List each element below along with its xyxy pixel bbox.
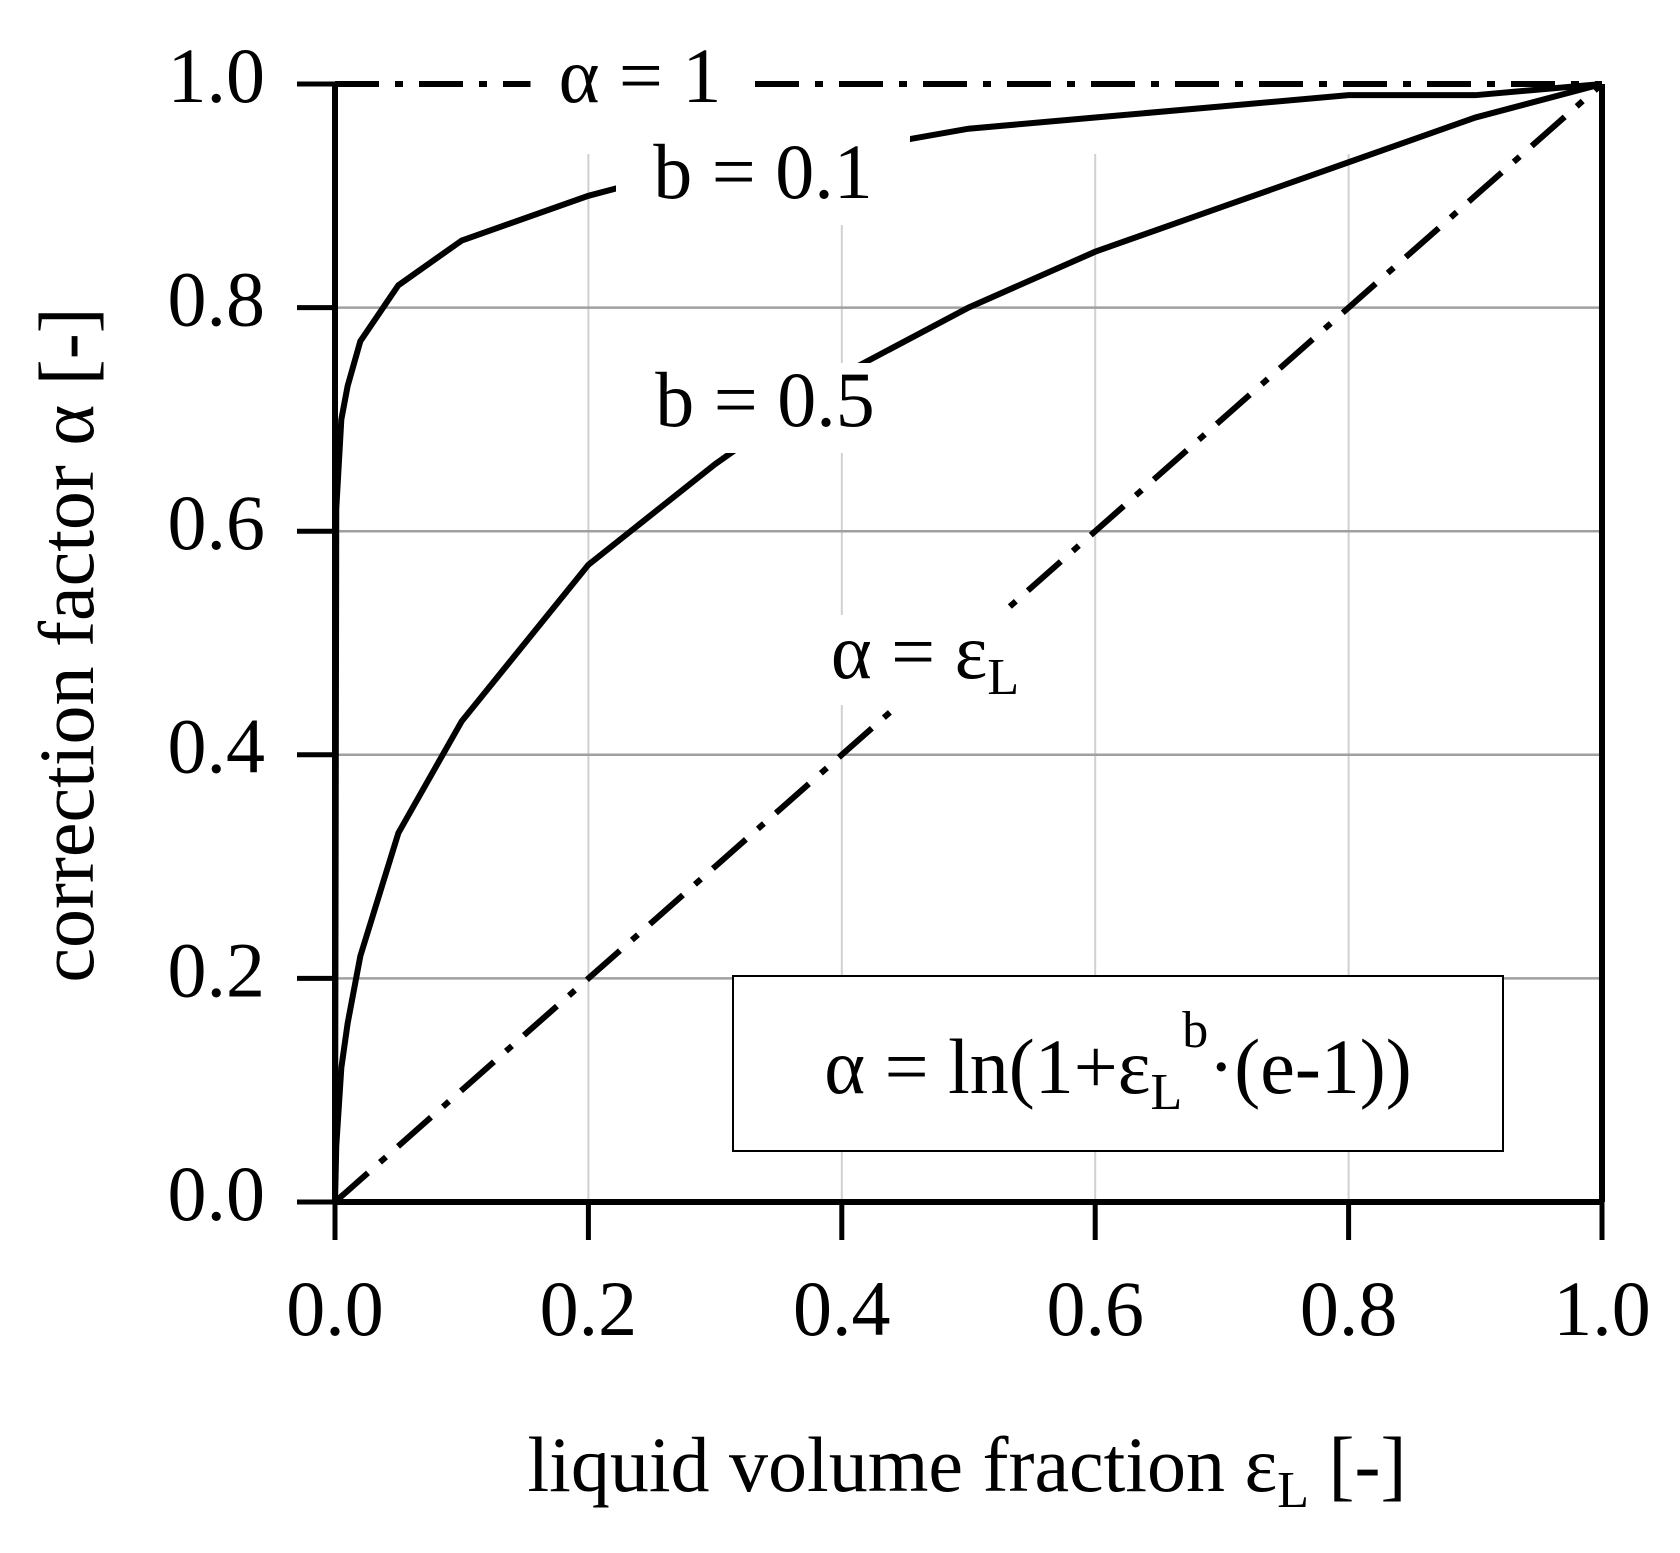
series-label-text: α = ε (831, 608, 988, 695)
x-tick-label: 0.6 (1046, 1265, 1144, 1352)
label-background (788, 615, 1062, 705)
series-label-text: b = 0.5 (655, 356, 875, 443)
x-tick-label: 0.2 (540, 1265, 638, 1352)
formula-lead: α = ln(1+ε (824, 1023, 1150, 1110)
formula: α = ln(1+εLb·(e-1)) (824, 1002, 1412, 1121)
y-tick-label: 1.0 (168, 32, 266, 119)
labels: α = 1b = 0.1b = 0.5α = εLα = ln(1+εLb·(e… (530, 32, 1504, 1152)
y-tick-label: 0.8 (168, 256, 266, 343)
label-background (530, 39, 750, 129)
series-label-text: α = 1 (559, 32, 722, 119)
x-axis-label-after: [-] (1309, 1421, 1406, 1508)
series-label: α = εL (831, 608, 1019, 706)
label-background (618, 363, 912, 453)
label-background (616, 135, 910, 225)
y-tick-label: 0.6 (168, 479, 266, 566)
y-tick-label: 0.4 (168, 703, 266, 790)
x-axis-label-sub: L (1277, 1462, 1309, 1519)
series-label: b = 0.1 (653, 128, 873, 215)
x-tick-label: 0.0 (286, 1265, 384, 1352)
x-axis-label: liquid volume fraction εL [-] (528, 1421, 1407, 1519)
series-label: b = 0.5 (655, 356, 875, 443)
y-tick-label: 0.2 (168, 926, 266, 1013)
axes: 0.0 0.2 0.4 0.6 0.8 1.0 0.0 0.2 0.4 0.6 0.8 1.0 corr… (23, 32, 1651, 1519)
formula-sup: b (1182, 1002, 1208, 1059)
y-axis-label: correction factor α [-] (23, 307, 110, 982)
formula-tail: ·(e-1)) (1208, 1023, 1412, 1110)
series-label: α = 1 (559, 32, 722, 119)
formula-box (732, 975, 1504, 1152)
formula-sub: L (1150, 1064, 1182, 1121)
series-line (333, 81, 1604, 1205)
x-axis-label-text: liquid volume fraction ε (528, 1421, 1278, 1508)
series-line (332, 81, 1603, 1203)
x-tick-label: 0.4 (793, 1265, 891, 1352)
y-tick-label: 0.0 (168, 1150, 266, 1237)
series-label-text: b = 0.1 (653, 128, 873, 215)
x-tick-label: 0.8 (1300, 1265, 1398, 1352)
series-label-sub: L (987, 649, 1019, 706)
x-tick-label: 1.0 (1553, 1265, 1651, 1352)
